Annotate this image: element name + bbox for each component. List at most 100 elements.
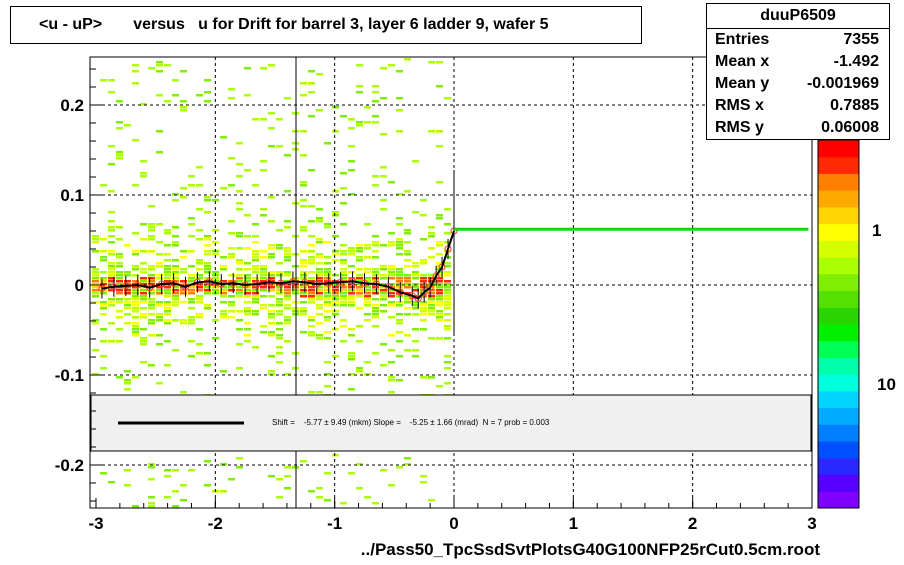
heat-cell — [436, 241, 443, 244]
heat-cell — [284, 475, 291, 478]
heat-cell — [380, 364, 387, 367]
heat-cell — [204, 253, 211, 256]
heat-cell — [396, 319, 403, 322]
heat-cell — [284, 154, 291, 157]
heat-cell — [204, 286, 211, 289]
heat-cell — [388, 64, 395, 67]
heat-cell — [156, 274, 163, 277]
heat-cell — [276, 304, 283, 307]
heat-cell — [92, 250, 99, 253]
heat-cell — [140, 295, 147, 298]
heat-cell — [444, 367, 451, 370]
heat-cell — [132, 184, 139, 187]
heat-cell — [156, 262, 163, 265]
heat-cell — [340, 301, 347, 304]
heat-cell — [364, 319, 371, 322]
profile-point — [432, 272, 440, 280]
heat-cell — [164, 259, 171, 262]
heat-cell — [300, 262, 307, 265]
heat-cell — [444, 298, 451, 301]
heat-cell — [372, 277, 379, 280]
heat-cell — [164, 307, 171, 310]
heat-cell — [100, 301, 107, 304]
heat-cell — [284, 340, 291, 343]
heat-cell — [188, 292, 195, 295]
heat-cell — [364, 247, 371, 250]
heat-cell — [332, 130, 339, 133]
heat-cell — [116, 256, 123, 259]
heat-cell — [108, 271, 115, 274]
heat-cell — [212, 253, 219, 256]
heat-cell — [324, 331, 331, 334]
heat-cell — [412, 349, 419, 352]
heat-cell — [252, 235, 259, 238]
heat-cell — [244, 280, 251, 283]
heat-cell — [324, 295, 331, 298]
heat-cell — [252, 298, 259, 301]
heat-cell — [348, 193, 355, 196]
heat-cell — [236, 274, 243, 277]
heat-cell — [324, 286, 331, 289]
heat-cell — [156, 292, 163, 295]
heat-cell — [428, 307, 435, 310]
heat-cell — [228, 232, 235, 235]
heat-cell — [244, 307, 251, 310]
heat-cell — [268, 313, 275, 316]
stats-row-mean-y: Mean y -0.001969 — [707, 73, 889, 95]
heat-cell — [436, 385, 443, 388]
heat-cell — [348, 328, 355, 331]
heat-cell — [196, 184, 203, 187]
heat-cell — [268, 475, 275, 478]
heat-cell — [148, 292, 155, 295]
stats-key: Mean y — [715, 75, 770, 92]
heat-cell — [372, 85, 379, 88]
heat-cell — [228, 256, 235, 259]
heat-cell — [108, 304, 115, 307]
heat-cell — [92, 235, 99, 238]
heat-cell — [372, 184, 379, 187]
heat-cell — [340, 223, 347, 226]
heat-cell — [444, 271, 451, 274]
heat-cell — [332, 190, 339, 193]
heat-cell — [268, 322, 275, 325]
heat-cell — [220, 136, 227, 139]
heat-cell — [140, 343, 147, 346]
heat-cell — [436, 244, 443, 247]
heat-cell — [372, 121, 379, 124]
heat-cell — [164, 277, 171, 280]
heat-cell — [164, 301, 171, 304]
heat-cell — [108, 274, 115, 277]
heat-cell — [260, 118, 267, 121]
heat-cell — [388, 232, 395, 235]
heat-cell — [268, 112, 275, 115]
heat-cell — [324, 274, 331, 277]
heat-cell — [204, 277, 211, 280]
heat-cell — [364, 313, 371, 316]
heat-cell — [332, 301, 339, 304]
heat-cell — [228, 157, 235, 160]
heat-cell — [388, 265, 395, 268]
heat-cell — [188, 223, 195, 226]
heat-cell — [420, 313, 427, 316]
heat-cell — [252, 250, 259, 253]
heat-cell — [380, 469, 387, 472]
heat-cell — [380, 289, 387, 292]
heat-cell — [428, 499, 435, 502]
heat-cell — [348, 250, 355, 253]
heat-cell — [220, 463, 227, 466]
heat-cell — [300, 205, 307, 208]
x-tick-label: -1 — [327, 514, 342, 533]
heat-cell — [284, 286, 291, 289]
heat-cell — [132, 307, 139, 310]
heat-cell — [356, 247, 363, 250]
heat-cell — [356, 256, 363, 259]
heat-cell — [100, 283, 107, 286]
heat-cell — [108, 277, 115, 280]
heat-cell — [340, 289, 347, 292]
heat-cell — [204, 268, 211, 271]
heat-cell — [396, 193, 403, 196]
heat-cell — [124, 244, 131, 247]
heat-cell — [308, 298, 315, 301]
heat-cell — [308, 82, 315, 85]
heat-cell — [420, 274, 427, 277]
